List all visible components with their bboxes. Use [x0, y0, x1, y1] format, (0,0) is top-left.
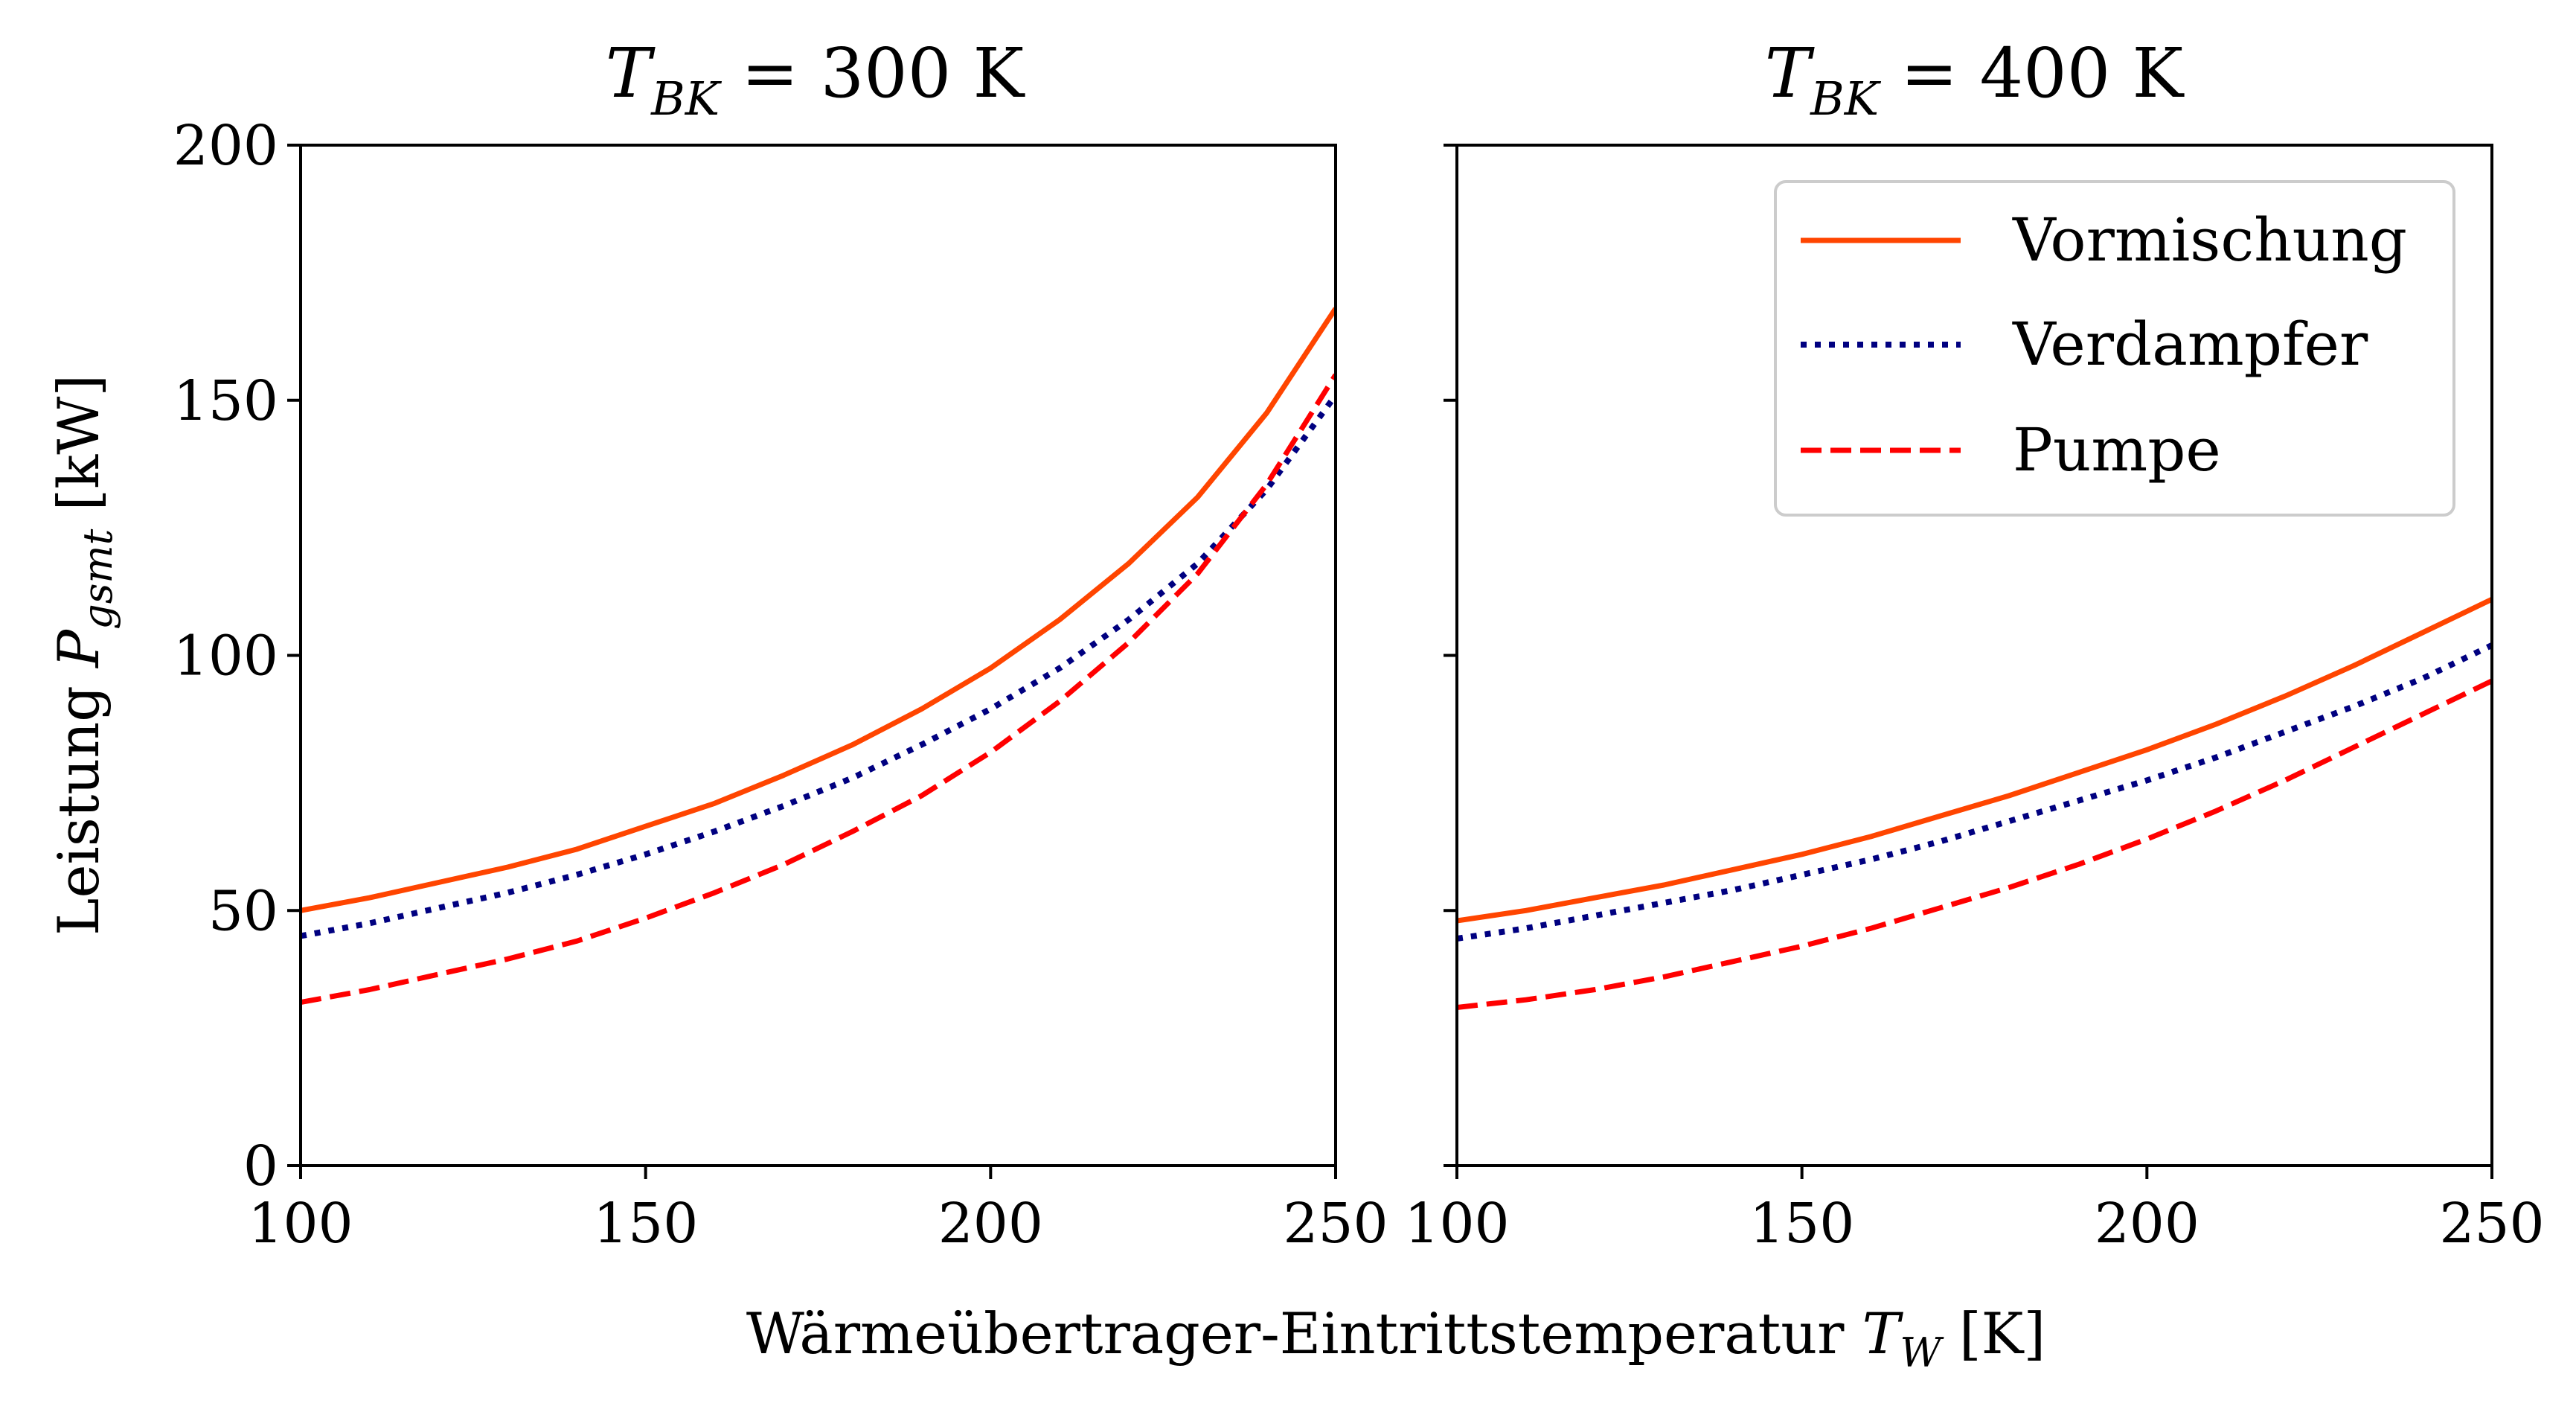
y-tick-label-tbk-300-50: 50 — [208, 879, 278, 943]
x-tick-label-tbk-300-250: 250 — [1283, 1192, 1388, 1256]
x-tick-label-tbk-400-150: 150 — [1749, 1192, 1854, 1256]
panel-title-tbk-400: TBK = 400 K — [1765, 33, 2185, 126]
x-tick-label-tbk-400-100: 100 — [1404, 1192, 1509, 1256]
legend-label-pumpe: Pumpe — [2013, 415, 2221, 485]
x-tick-label-tbk-300-150: 150 — [593, 1192, 698, 1256]
y-tick-label-tbk-300-150: 150 — [173, 369, 278, 433]
x-tick-label-tbk-300-100: 100 — [248, 1192, 353, 1256]
series-line-verdampfer-tbk-300 — [301, 393, 1336, 939]
x-tick-label-tbk-300-200: 200 — [938, 1192, 1043, 1256]
series-line-pumpe-tbk-400 — [1457, 678, 2492, 1010]
plot-area-tbk-300 — [301, 307, 1336, 1006]
panel-tbk-300: TBK = 300 K 100 150 200 250 0 50 100 150 200 — [173, 33, 1388, 1256]
ticks-tbk-400: 100 150 200 250 — [1404, 144, 2545, 1256]
series-line-verdampfer-tbk-400 — [1457, 642, 2492, 942]
x-tick-label-tbk-400-250: 250 — [2439, 1192, 2544, 1256]
panel-tbk-400: TBK = 400 K 100 150 200 250 — [1404, 33, 2544, 1256]
y-tick-label-tbk-300-200: 200 — [173, 114, 278, 178]
x-tick-label-tbk-400-200: 200 — [2095, 1192, 2199, 1256]
plot-area-tbk-400 — [1457, 596, 2492, 1010]
y-tick-label-tbk-300-0: 0 — [243, 1134, 278, 1198]
series-line-vormischung-tbk-400 — [1457, 596, 2492, 924]
legend: Vormischung Verdampfer Pumpe — [1774, 180, 2455, 517]
legend-box — [1774, 180, 2455, 517]
series-line-vormischung-tbk-300 — [301, 307, 1336, 913]
y-tick-label-tbk-300-100: 100 — [173, 624, 278, 689]
legend-label-verdampfer: Verdampfer — [2012, 310, 2368, 379]
legend-label-vormischung: Vormischung — [2012, 205, 2407, 275]
panel-title-tbk-300: TBK = 300 K — [606, 33, 1026, 126]
series-line-pumpe-tbk-300 — [301, 373, 1336, 1006]
x-axis-label: Wärmeübertrager-Eintrittstemperatur TW [… — [746, 1300, 2045, 1376]
ticks-tbk-300: 100 150 200 250 0 50 100 150 200 — [173, 114, 1388, 1256]
y-axis-label: Leistung Pgsmt [kW] — [45, 374, 121, 936]
